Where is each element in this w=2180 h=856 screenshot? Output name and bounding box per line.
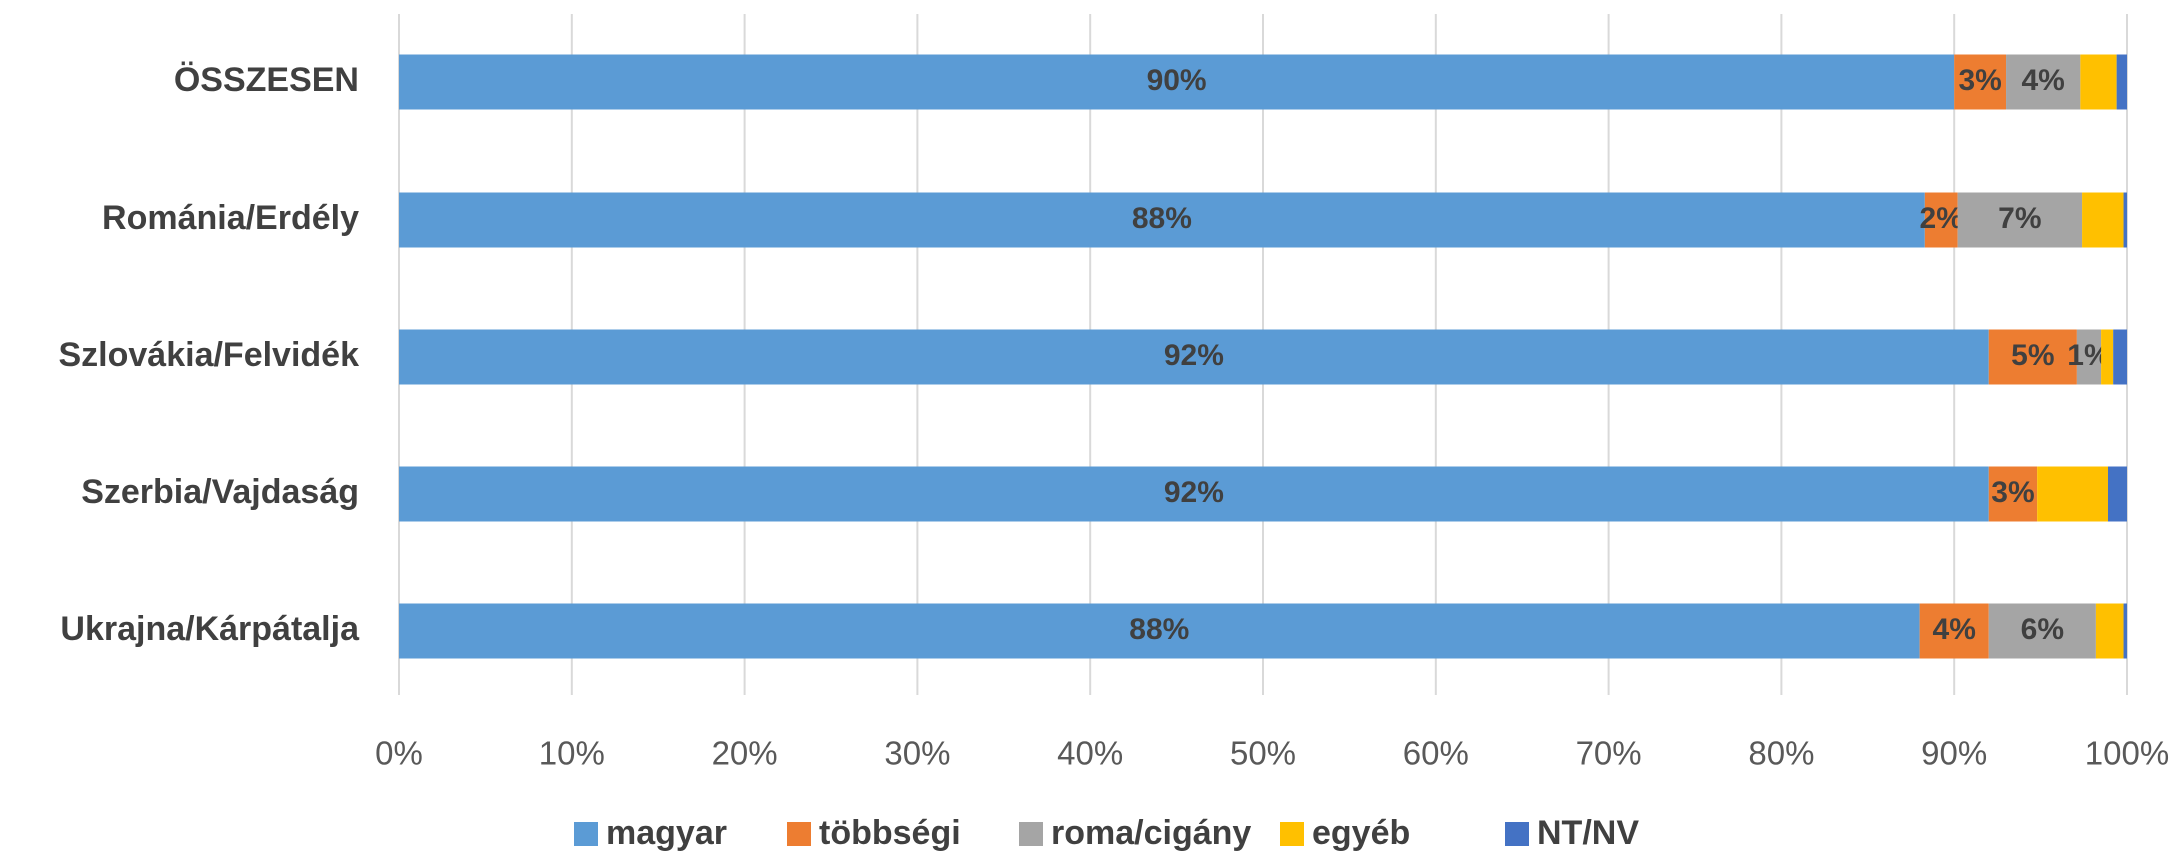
x-tick-label: 40%	[1057, 735, 1123, 772]
bar-segment	[1919, 603, 1989, 659]
bar-segment	[1988, 466, 2038, 522]
bar-segment	[1954, 54, 2007, 110]
x-tick-label: 100%	[2085, 735, 2169, 772]
x-tick-label: 70%	[1576, 735, 1642, 772]
x-tick-label: 30%	[884, 735, 950, 772]
bar-segment	[2123, 192, 2127, 248]
legend-label: egyéb	[1312, 814, 1410, 852]
legend-swatch	[787, 822, 811, 846]
legend-label: roma/cigány	[1051, 814, 1251, 852]
bar-segment	[399, 603, 1920, 659]
legend-swatch	[1019, 822, 1043, 846]
data-label: 5%	[2011, 339, 2054, 372]
bar-segment	[399, 466, 1989, 522]
bar-segment	[399, 54, 1955, 110]
data-label: 88%	[1129, 613, 1189, 646]
bar-segment	[1988, 603, 2096, 659]
bar-segment	[2080, 54, 2117, 110]
legend-swatch	[1505, 822, 1529, 846]
bar-segment	[2006, 54, 2081, 110]
x-tick-label: 50%	[1230, 735, 1296, 772]
data-label: 92%	[1164, 339, 1224, 372]
bar-segment	[1988, 329, 2077, 385]
legend-label: NT/NV	[1537, 814, 1639, 852]
bar-segment	[2107, 466, 2127, 522]
x-tick-label: 20%	[712, 735, 778, 772]
category-label: Ukrajna/Kárpátalja	[60, 610, 360, 648]
legend-swatch	[1280, 822, 1304, 846]
bar-segment	[399, 192, 1925, 248]
data-label: 6%	[2021, 613, 2064, 646]
category-label: ÖSSZESEN	[174, 61, 359, 99]
data-label: 92%	[1164, 476, 1224, 509]
x-tick-label: 80%	[1748, 735, 1814, 772]
data-label: 2%	[1920, 202, 1963, 235]
data-label: 3%	[1991, 476, 2034, 509]
bar-segment	[2101, 329, 2114, 385]
category-label: Szlovákia/Felvidék	[59, 336, 360, 374]
bar-segment	[2116, 54, 2127, 110]
bar-segment	[2076, 329, 2102, 385]
legend-label: magyar	[606, 814, 727, 852]
bar-segment	[2123, 603, 2127, 659]
bar-segment	[1924, 192, 1958, 248]
data-label: 3%	[1958, 64, 2001, 97]
x-tick-label: 10%	[539, 735, 605, 772]
bar-segment	[2082, 192, 2124, 248]
legend-swatch	[574, 822, 598, 846]
data-label: 90%	[1147, 64, 1207, 97]
bar-segment	[1957, 192, 2083, 248]
bar-segment	[399, 329, 1989, 385]
x-tick-label: 60%	[1403, 735, 1469, 772]
x-tick-label: 0%	[375, 735, 423, 772]
data-label: 4%	[2022, 64, 2065, 97]
bar-segment	[2037, 466, 2108, 522]
data-label: 88%	[1132, 202, 1192, 235]
category-label: Szerbia/Vajdaság	[81, 473, 359, 511]
legend-label: többségi	[819, 814, 961, 852]
bar-segment	[2113, 329, 2127, 385]
category-label: Románia/Erdély	[102, 199, 359, 237]
bar-segment	[2095, 603, 2124, 659]
data-label: 4%	[1933, 613, 1976, 646]
data-label: 7%	[1998, 202, 2041, 235]
x-tick-label: 90%	[1921, 735, 1987, 772]
